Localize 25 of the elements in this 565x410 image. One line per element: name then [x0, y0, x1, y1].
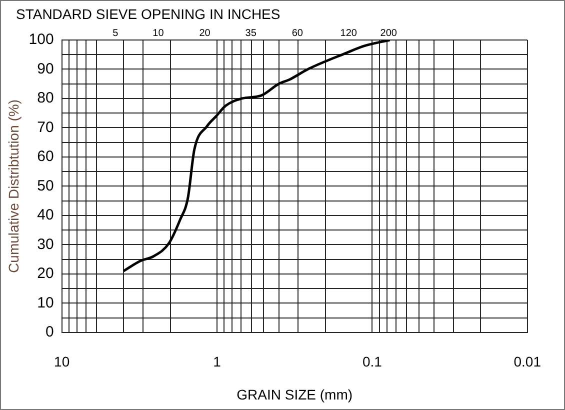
text: 5	[112, 28, 119, 39]
y-tick-label: 20	[37, 265, 54, 282]
text: 120	[340, 28, 358, 39]
y-tick-label: 90	[37, 60, 54, 78]
y-tick-label: 40	[37, 206, 54, 224]
y-tick-label: 70	[37, 118, 54, 136]
y-tick-label: 30	[37, 236, 54, 253]
x-tick-label: 10	[54, 354, 70, 370]
text: 60	[292, 28, 304, 39]
y-axis-title: Cumulative Distribtution (%)	[5, 99, 22, 273]
y-tick-label: 60	[37, 148, 54, 166]
y-tick-label: 50	[37, 177, 54, 194]
text: 35	[245, 28, 257, 39]
x-tick-label: 0.01	[514, 354, 542, 370]
y-tick-label: 100	[28, 31, 54, 48]
x-tick-label: 1	[213, 354, 222, 370]
y-tick-label: 0	[45, 324, 54, 341]
x-tick-label: 0.1	[362, 354, 382, 370]
text: 20	[199, 28, 211, 39]
text: 10	[152, 28, 164, 39]
x-axis-title: GRAIN SIZE (mm)	[236, 386, 353, 402]
y-tick-label: 80	[37, 90, 54, 107]
text: 200	[380, 28, 398, 39]
y-tick-label: 10	[37, 294, 54, 312]
x2-axis-title: STANDARD SIEVE OPENING IN INCHES	[16, 6, 280, 22]
